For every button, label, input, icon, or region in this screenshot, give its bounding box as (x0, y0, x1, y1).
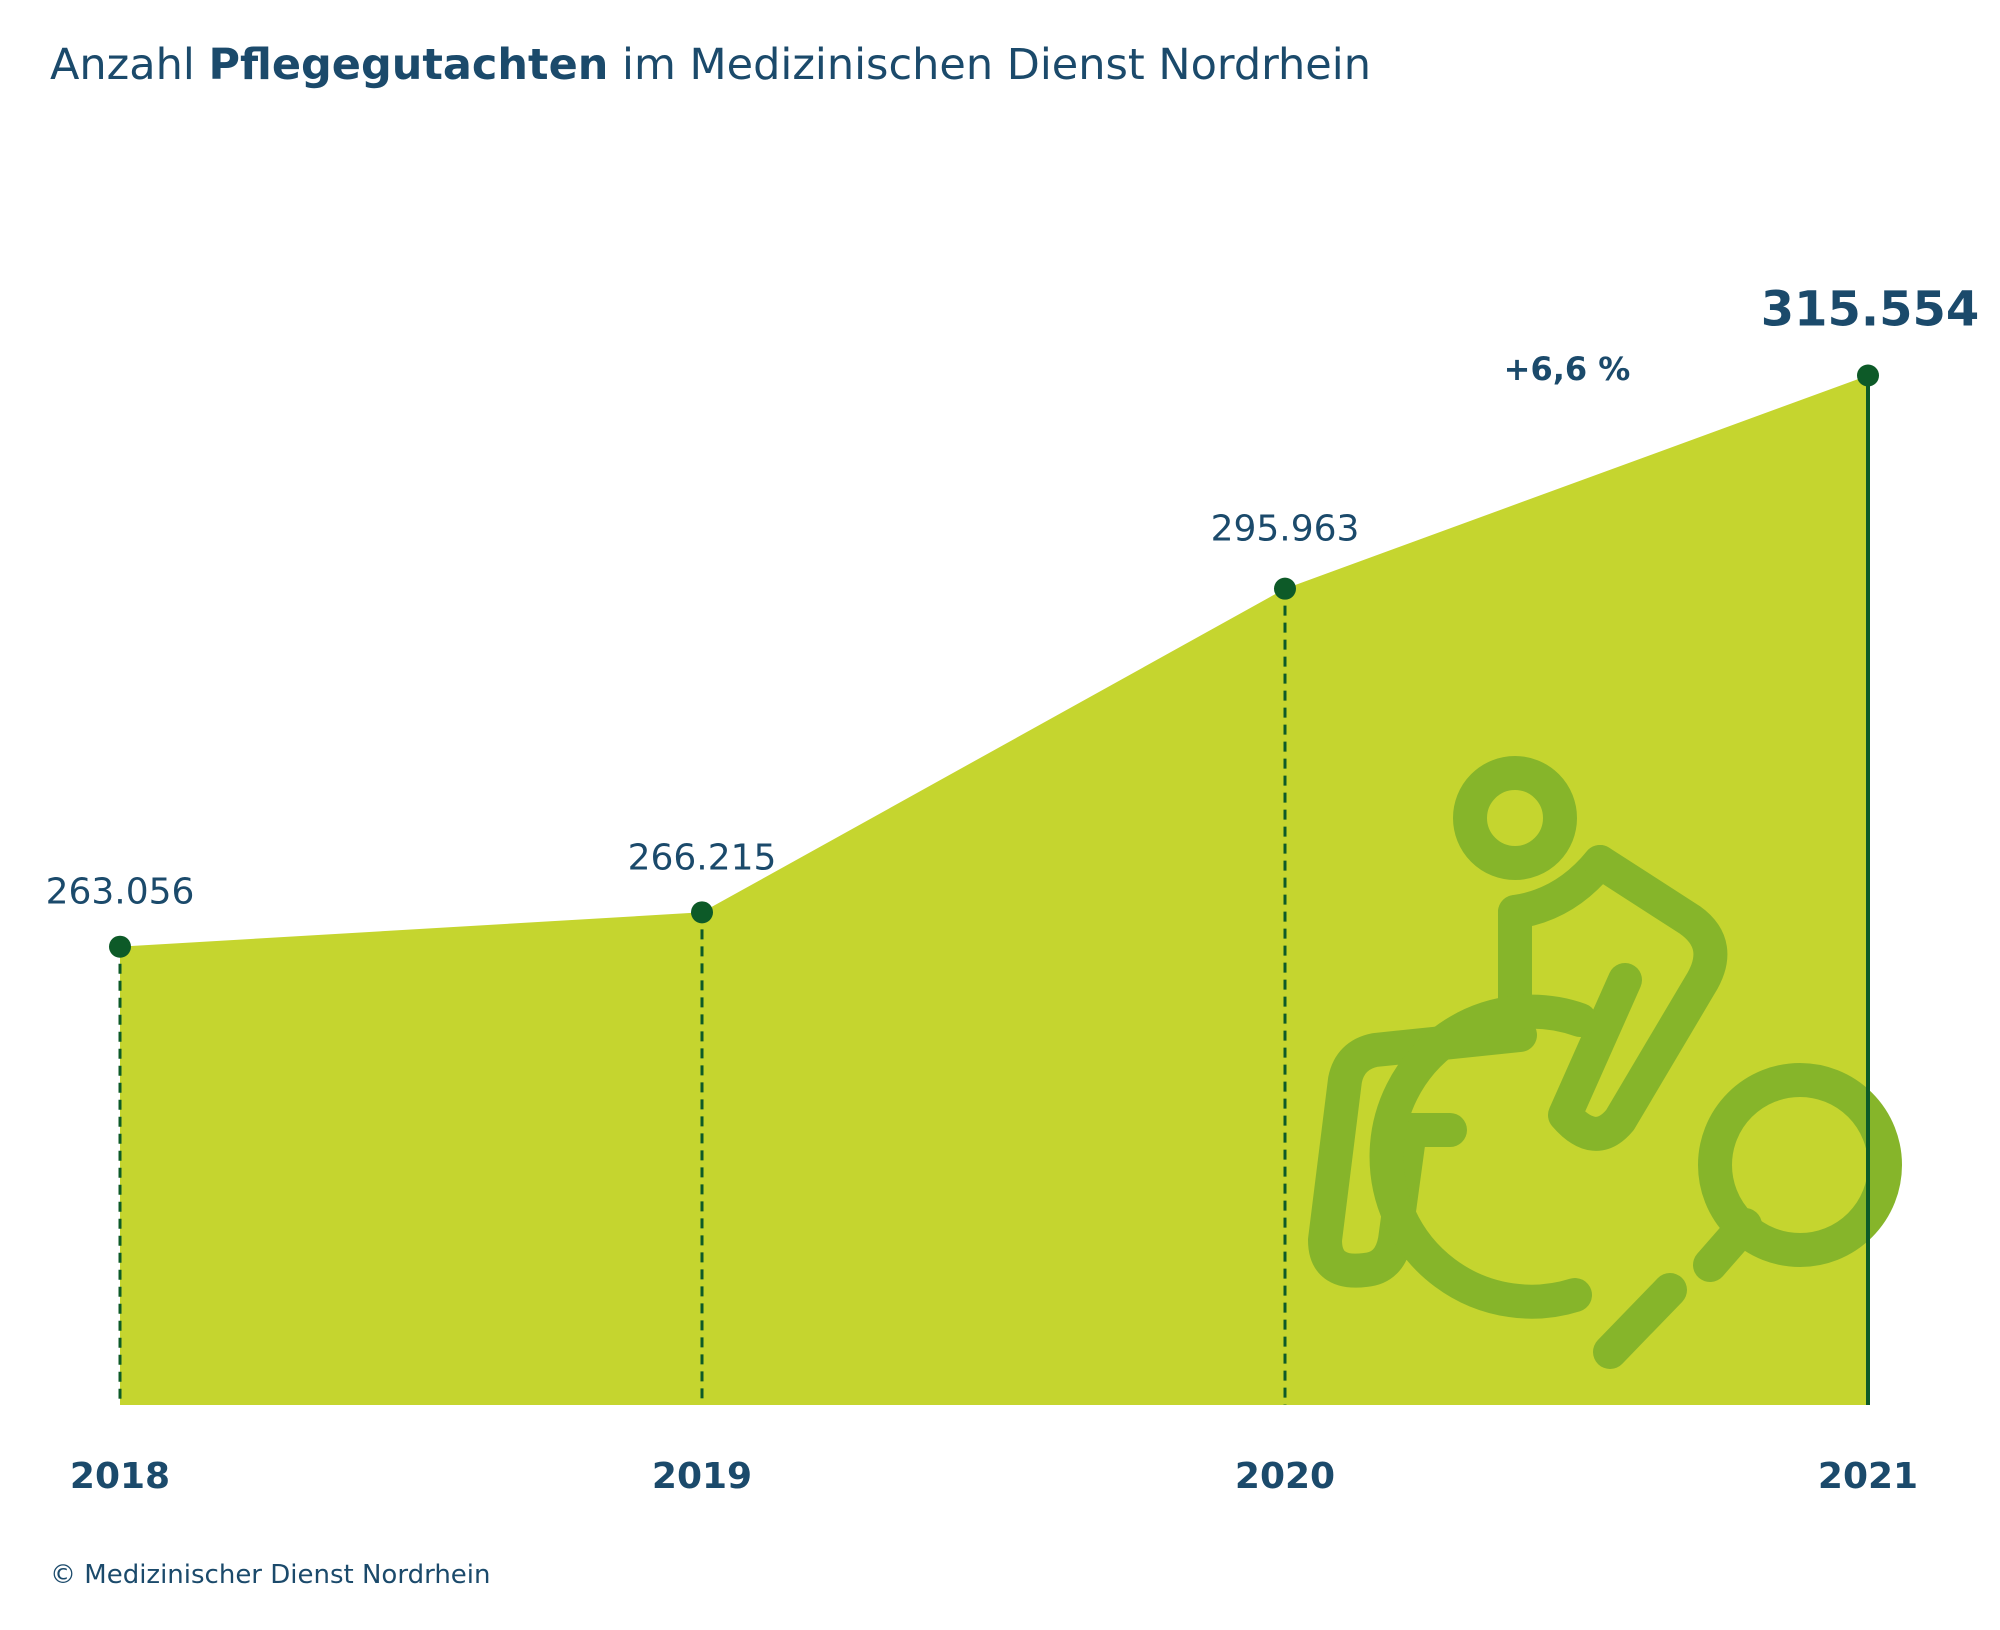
data-point-2020 (1274, 577, 1296, 600)
growth-annotation: +6,6 % (1504, 350, 1631, 388)
wheelchair-magnifier-icon (1308, 756, 1902, 1369)
value-label-2020: 295.963 (1211, 509, 1360, 550)
data-point-2018 (109, 935, 131, 958)
title-prefix: Anzahl (50, 40, 209, 90)
data-point-2021 (1857, 364, 1879, 387)
chart-area-fill (120, 375, 1868, 1405)
x-tick-2019: 2019 (652, 1456, 752, 1497)
x-tick-2020: 2020 (1235, 1456, 1335, 1497)
value-label-2019: 266.215 (628, 837, 777, 878)
title-bold: Pflegegutachten (208, 40, 609, 90)
page-title: Anzahl Pflegegutachten im Medizinischen … (50, 40, 1371, 90)
copyright-footer: © Medizinischer Dienst Nordrhein (50, 1560, 491, 1590)
value-label-2018: 263.056 (46, 872, 195, 913)
data-point-2019 (691, 901, 713, 924)
x-tick-2018: 2018 (70, 1456, 170, 1497)
x-tick-2021: 2021 (1818, 1456, 1918, 1497)
title-suffix: im Medizinischen Dienst Nordrhein (608, 40, 1371, 90)
value-label-2021: 315.554 (1761, 282, 1980, 338)
